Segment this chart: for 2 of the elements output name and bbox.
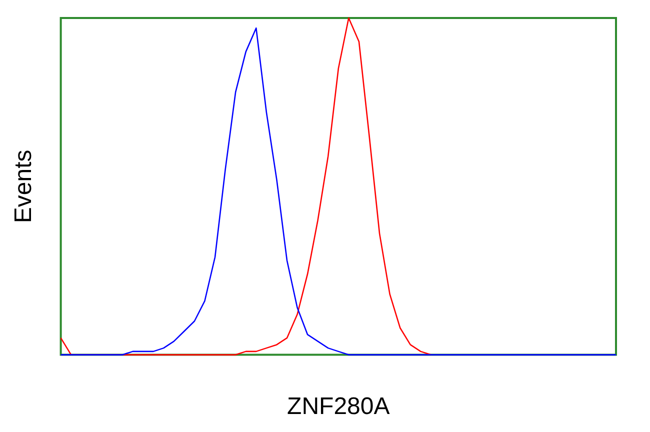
x-axis-title: ZNF280A [287, 393, 390, 420]
y-axis-title: Events [10, 150, 38, 224]
